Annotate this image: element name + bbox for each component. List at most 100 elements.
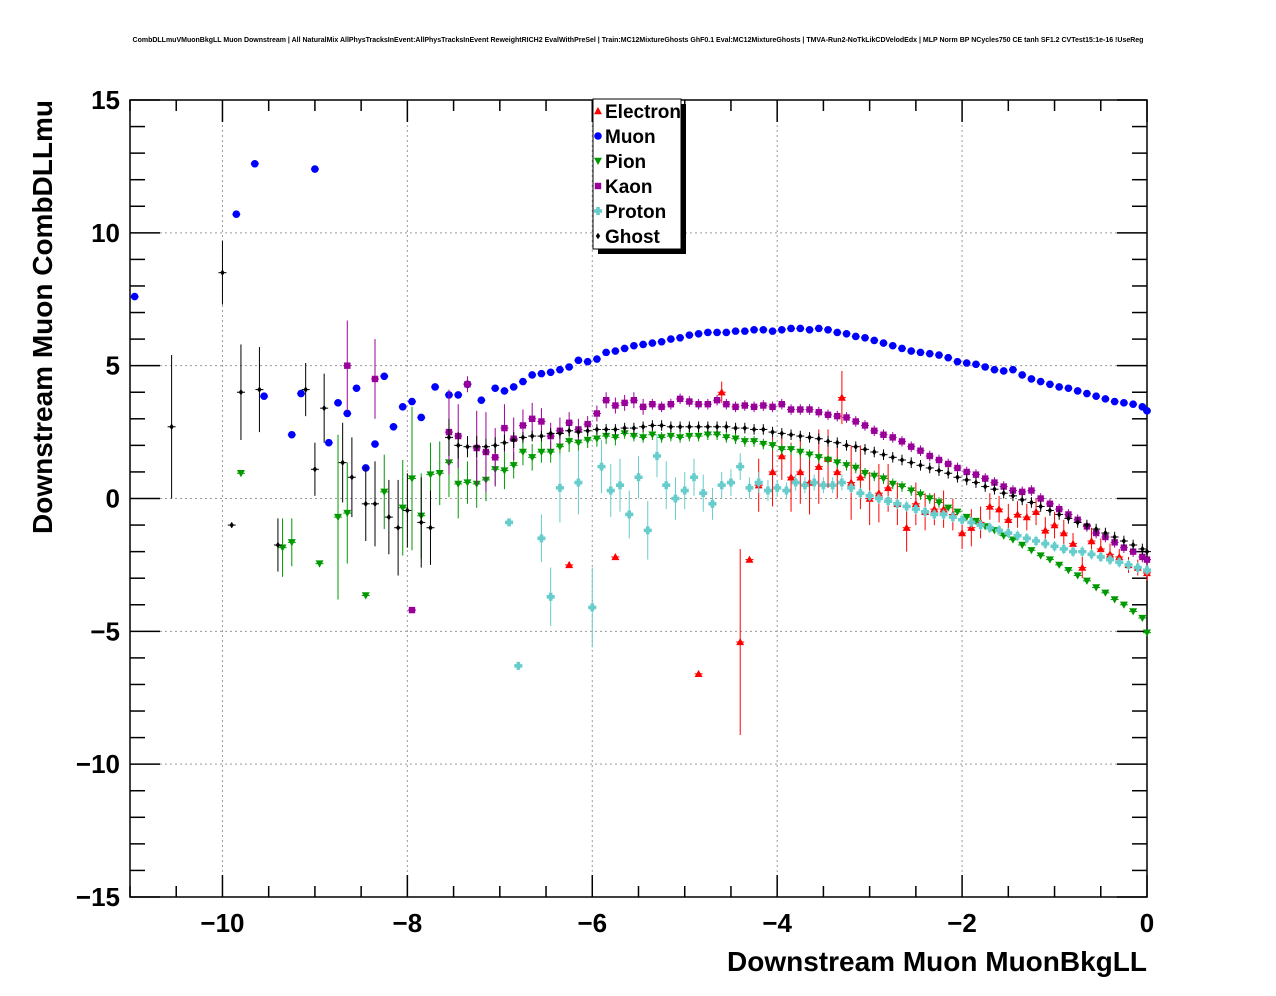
legend-marker	[594, 107, 602, 115]
legend-items: Electron Muon Pion Kaon Proton Ghost	[594, 102, 681, 248]
data-point	[958, 515, 967, 524]
data-point	[588, 603, 597, 612]
data-point	[658, 403, 665, 411]
data-point	[1064, 384, 1073, 393]
data-point	[1018, 541, 1027, 549]
data-point	[862, 446, 868, 453]
data-point	[935, 456, 943, 464]
data-point	[763, 486, 772, 495]
data-point	[312, 466, 318, 473]
data-point	[1000, 483, 1007, 490]
data-point	[806, 406, 813, 413]
data-point	[761, 426, 766, 433]
data-point	[1009, 365, 1017, 374]
x-tick-label: −10	[200, 908, 244, 938]
data-point	[389, 422, 398, 431]
data-point	[995, 505, 1004, 513]
legend-label-proton: Proton	[605, 202, 666, 223]
data-point	[1143, 566, 1151, 575]
x-tick-labels: −10 −8 −6 −4 −2 0	[200, 908, 1154, 938]
data-point	[962, 513, 971, 522]
data-point	[726, 478, 735, 487]
data-point	[585, 427, 590, 434]
data-point	[810, 478, 819, 487]
y-tick-labels: −15 −10 −5 0 5 10 15	[76, 85, 120, 912]
data-point	[574, 356, 583, 365]
data-point	[528, 415, 536, 422]
data-point	[640, 423, 646, 430]
data-point	[398, 504, 407, 512]
legend-label-kaon: Kaon	[605, 177, 653, 198]
data-point	[311, 165, 319, 173]
data-point	[1050, 521, 1059, 529]
data-point	[1093, 525, 1099, 533]
data-point	[621, 399, 628, 407]
data-point	[1029, 499, 1034, 506]
data-point	[657, 337, 666, 346]
legend-marker	[594, 157, 602, 165]
series-ghost	[167, 240, 1151, 576]
legend-marker	[594, 207, 602, 215]
data-point	[539, 432, 544, 440]
data-point	[779, 430, 785, 437]
data-point	[911, 505, 920, 514]
data-point	[1101, 589, 1110, 597]
data-point	[884, 483, 893, 492]
data-point	[257, 386, 262, 393]
x-tick-label: −6	[577, 908, 607, 938]
data-point	[1103, 529, 1108, 537]
data-point	[537, 369, 546, 378]
x-tick-label: 0	[1140, 908, 1154, 938]
data-point	[431, 383, 439, 391]
data-point	[1144, 548, 1150, 555]
data-point	[985, 523, 994, 532]
data-point	[456, 442, 461, 449]
data-point	[833, 459, 842, 467]
data-point	[805, 451, 814, 459]
data-point	[833, 467, 842, 476]
data-point	[814, 324, 823, 333]
data-point	[546, 368, 555, 377]
data-point	[741, 327, 749, 335]
data-point	[349, 474, 355, 481]
data-point	[778, 400, 786, 408]
data-point	[819, 481, 828, 490]
data-point	[566, 427, 572, 434]
data-point	[321, 404, 327, 412]
data-point	[982, 475, 989, 482]
data-point	[1045, 556, 1054, 564]
data-point	[509, 462, 518, 470]
data-point	[1069, 539, 1078, 547]
data-point	[770, 428, 775, 436]
data-point	[936, 467, 942, 474]
data-point	[1092, 392, 1100, 401]
data-point	[722, 328, 731, 337]
data-point	[946, 470, 951, 477]
data-point	[380, 372, 389, 381]
data-point	[685, 432, 694, 441]
data-point	[930, 510, 939, 519]
data-point	[927, 464, 932, 472]
data-point	[352, 384, 361, 393]
data-point	[407, 475, 416, 483]
data-point	[639, 403, 647, 411]
data-point	[825, 438, 831, 445]
data-point	[616, 481, 625, 490]
data-point	[834, 412, 841, 420]
data-point	[902, 502, 911, 511]
data-point	[1115, 552, 1124, 561]
legend-marker	[595, 232, 601, 240]
data-point	[546, 592, 555, 601]
data-point	[464, 381, 471, 388]
legend-label-ghost: Ghost	[605, 227, 661, 248]
data-point	[398, 403, 407, 411]
data-point	[169, 423, 174, 430]
data-point	[1004, 529, 1013, 538]
data-point	[995, 526, 1004, 535]
data-point	[1075, 519, 1080, 526]
data-point	[760, 402, 767, 409]
data-point	[1059, 529, 1068, 537]
data-point	[426, 471, 435, 479]
data-point	[953, 508, 962, 516]
data-point	[824, 411, 832, 419]
